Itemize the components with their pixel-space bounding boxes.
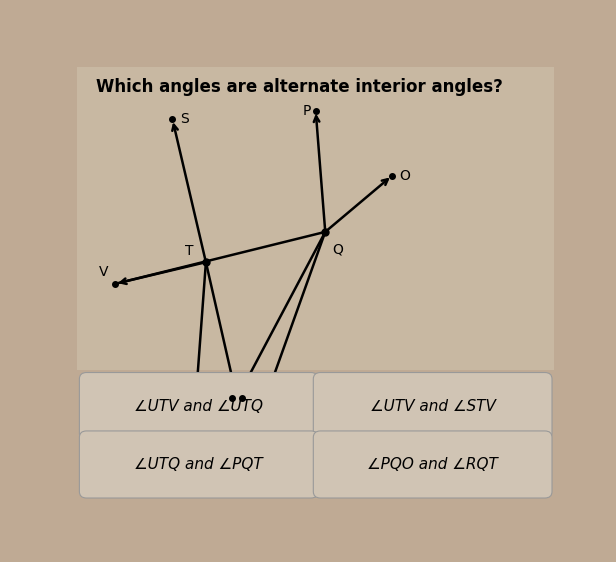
FancyBboxPatch shape (314, 431, 552, 498)
Text: ∠UTQ and ∠PQT: ∠UTQ and ∠PQT (134, 457, 263, 472)
FancyBboxPatch shape (79, 431, 318, 498)
Text: U: U (215, 389, 225, 404)
Text: Which angles are alternate interior angles?: Which angles are alternate interior angl… (96, 78, 503, 96)
Text: V: V (99, 265, 108, 279)
FancyBboxPatch shape (79, 373, 318, 439)
FancyBboxPatch shape (77, 67, 554, 370)
Text: ∠UTV and ∠STV: ∠UTV and ∠STV (370, 398, 496, 414)
Text: P: P (302, 104, 311, 117)
Text: O: O (399, 169, 410, 183)
FancyBboxPatch shape (314, 373, 552, 439)
Text: ∠UTV and ∠UTQ: ∠UTV and ∠UTQ (134, 398, 263, 414)
Text: ∠PQO and ∠RQT: ∠PQO and ∠RQT (367, 457, 498, 472)
Text: R: R (241, 389, 251, 404)
Text: S: S (180, 112, 188, 126)
Text: Q: Q (333, 243, 343, 257)
Text: T: T (185, 244, 194, 258)
